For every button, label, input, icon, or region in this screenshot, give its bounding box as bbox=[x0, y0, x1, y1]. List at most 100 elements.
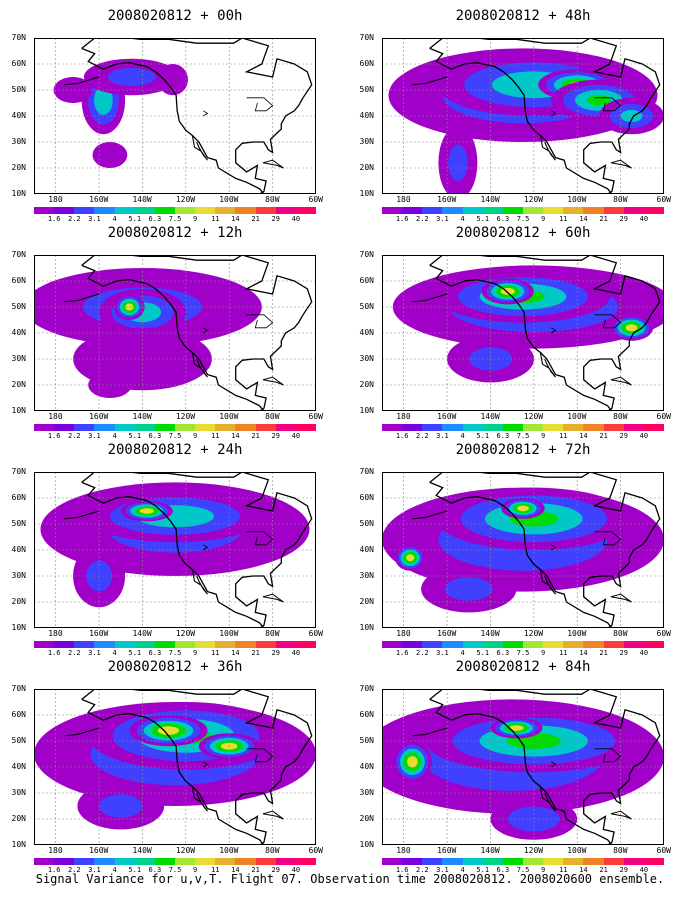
colorbar-label: 9 bbox=[193, 432, 198, 440]
lat-tick-label: 20N bbox=[359, 163, 374, 172]
lon-tick-label: 140W bbox=[480, 195, 500, 204]
colorbar-swatch bbox=[543, 858, 564, 865]
colorbar-label: 5.1 bbox=[476, 649, 490, 657]
colorbar-label: 2.2 bbox=[67, 432, 81, 440]
variance-contour bbox=[125, 303, 134, 311]
lat-tick-label: 30N bbox=[359, 571, 374, 580]
colorbar-label: 21 bbox=[599, 866, 608, 874]
lat-tick-label: 30N bbox=[359, 137, 374, 146]
panel-title: 2008020812 + 24h bbox=[107, 442, 243, 458]
lon-tick-label: 140W bbox=[132, 412, 152, 421]
colorbar bbox=[382, 207, 664, 214]
colorbar-label: 3.1 bbox=[436, 649, 449, 657]
colorbar-swatch bbox=[643, 207, 664, 214]
colorbar-label: 6.3 bbox=[148, 866, 162, 874]
coastline bbox=[64, 727, 100, 737]
lat-tick-label: 30N bbox=[11, 137, 26, 146]
colorbar-swatch bbox=[154, 207, 175, 214]
coastline bbox=[412, 76, 448, 86]
colorbar-label: 2.2 bbox=[415, 432, 429, 440]
lon-tick-label: 60W bbox=[656, 412, 671, 421]
colorbar-swatch bbox=[114, 858, 135, 865]
forecast-panel: 2008020812 + 24h 70N 60N 50N 40N 30N 20N 10N 180… bbox=[0, 442, 323, 657]
lat-tick-label: 40N bbox=[11, 328, 26, 337]
colorbar-swatch bbox=[583, 858, 604, 865]
lat-tick-label: 50N bbox=[359, 519, 374, 528]
colorbar-swatch bbox=[74, 641, 95, 648]
colorbar-swatch bbox=[195, 424, 216, 431]
coastline bbox=[594, 748, 622, 763]
colorbar-label: 4 bbox=[460, 215, 465, 223]
variance-contour bbox=[448, 144, 468, 181]
colorbar-swatch bbox=[134, 207, 155, 214]
coastline bbox=[429, 255, 661, 411]
lat-tick-label: 70N bbox=[11, 684, 26, 693]
coastline bbox=[412, 727, 448, 737]
map-plot bbox=[34, 689, 316, 845]
colorbar-label: 14 bbox=[579, 432, 588, 440]
lon-tick-label: 80W bbox=[613, 195, 628, 204]
colorbar-label: 7.5 bbox=[168, 215, 182, 223]
coastline bbox=[81, 698, 265, 845]
colorbar-label: 2.2 bbox=[415, 649, 429, 657]
colorbar-swatch bbox=[74, 207, 95, 214]
colorbar-label: 5.1 bbox=[476, 866, 490, 874]
colorbar-swatch bbox=[502, 641, 523, 648]
forecast-panel: 2008020812 + 72h 70N 60N 50N 40N 30N 20N 10N 180… bbox=[348, 442, 671, 657]
lon-tick-label: 100W bbox=[219, 412, 239, 421]
colorbar-swatch bbox=[94, 207, 115, 214]
colorbar-swatch bbox=[174, 858, 196, 865]
colorbar-label: 9 bbox=[541, 866, 546, 874]
colorbar-swatch bbox=[623, 424, 644, 431]
coastline bbox=[429, 264, 613, 411]
colorbar-label: 4 bbox=[460, 432, 465, 440]
colorbar-swatch bbox=[235, 424, 256, 431]
variance-contour bbox=[92, 142, 128, 168]
colorbar-swatch bbox=[442, 424, 463, 431]
lon-tick-label: 100W bbox=[219, 846, 239, 855]
colorbar-swatch bbox=[402, 207, 423, 214]
colorbar-label: 6.3 bbox=[496, 649, 510, 657]
lat-tick-label: 20N bbox=[359, 380, 374, 389]
colorbar-label: 29 bbox=[619, 432, 628, 440]
lat-tick-label: 70N bbox=[11, 250, 26, 259]
colorbar-label: 7.5 bbox=[516, 432, 530, 440]
colorbar-swatch bbox=[235, 858, 256, 865]
coastline bbox=[191, 786, 208, 812]
lat-tick-label: 20N bbox=[11, 380, 26, 389]
colorbar-swatch bbox=[462, 424, 483, 431]
panel-title: 2008020812 + 12h bbox=[107, 225, 243, 241]
colorbar-swatch bbox=[422, 641, 443, 648]
lon-tick-label: 180 bbox=[396, 629, 411, 638]
colorbar-label: 21 bbox=[251, 866, 260, 874]
panel-title: 2008020812 + 48h bbox=[455, 8, 591, 24]
colorbar-swatch bbox=[422, 858, 443, 865]
panel-title: 2008020812 + 00h bbox=[107, 8, 243, 24]
coastline bbox=[412, 510, 448, 520]
colorbar-swatch bbox=[174, 424, 196, 431]
variance-contour bbox=[625, 324, 638, 332]
colorbar-label: 29 bbox=[271, 432, 280, 440]
lat-tick-label: 10N bbox=[359, 406, 374, 415]
lat-tick-label: 70N bbox=[359, 684, 374, 693]
lon-tick-label: 120W bbox=[523, 412, 544, 421]
colorbar-label: 40 bbox=[291, 215, 301, 223]
lon-tick-label: 180 bbox=[48, 629, 63, 638]
lat-tick-label: 10N bbox=[11, 406, 26, 415]
lat-tick-label: 60N bbox=[11, 710, 26, 719]
colorbar-label: 2.2 bbox=[67, 215, 81, 223]
colorbar-swatch bbox=[94, 858, 115, 865]
lon-tick-label: 120W bbox=[523, 629, 544, 638]
coastline bbox=[81, 481, 265, 628]
coastline bbox=[539, 569, 556, 595]
colorbar-swatch bbox=[422, 424, 443, 431]
colorbar-label: 2.2 bbox=[67, 866, 81, 874]
coastline bbox=[81, 38, 313, 194]
colorbar bbox=[34, 641, 316, 648]
panel-title: 2008020812 + 72h bbox=[455, 442, 591, 458]
lat-tick-label: 20N bbox=[11, 163, 26, 172]
lon-tick-label: 60W bbox=[308, 412, 323, 421]
variance-contour bbox=[406, 554, 415, 562]
colorbar-swatch bbox=[114, 424, 135, 431]
colorbar-swatch bbox=[543, 207, 564, 214]
